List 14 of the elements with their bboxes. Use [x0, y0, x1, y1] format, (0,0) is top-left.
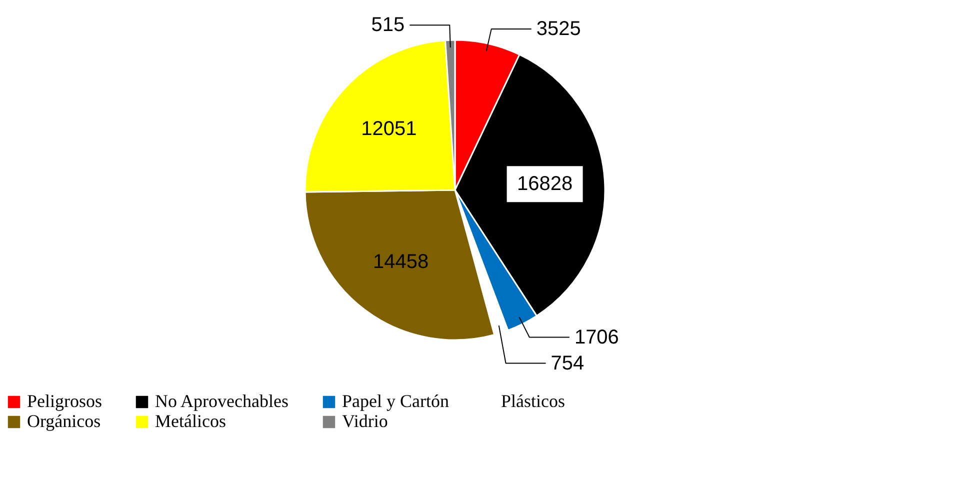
slice-label: Plásticos [501, 391, 566, 411]
legend-label: Peligrosos [27, 391, 102, 411]
data-label: 515 [371, 14, 405, 36]
legend-label: Vidrio [342, 411, 388, 431]
data-label: 12051 [361, 118, 417, 140]
data-label: 1706 [574, 326, 619, 348]
legend-label: Metálicos [155, 411, 226, 431]
data-label: 754 [550, 352, 584, 374]
data-label: 14458 [373, 250, 429, 273]
data-label: 3525 [536, 18, 581, 40]
legend-label: Orgánicos [27, 411, 101, 431]
data-label: 16828 [516, 173, 573, 196]
legend-label: No Aprovechables [155, 391, 288, 411]
legend-label: Papel y Cartón [342, 391, 449, 411]
